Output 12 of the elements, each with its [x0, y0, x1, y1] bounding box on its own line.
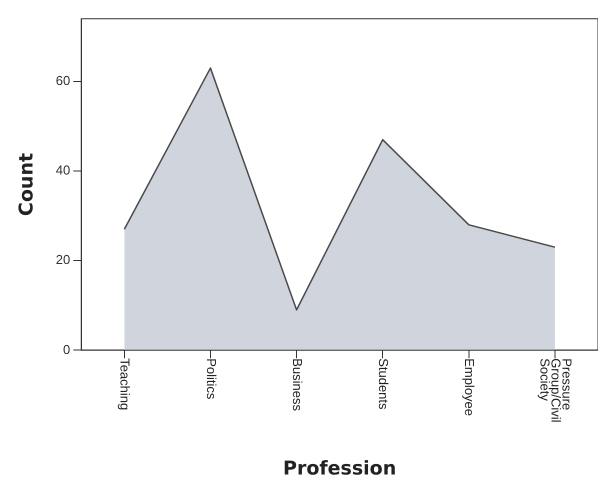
x-tick-label: Politics — [204, 358, 219, 400]
y-tick-label: 20 — [56, 252, 70, 268]
x-tick-label: Students — [376, 358, 392, 410]
x-tick-label: Pressure Group/Civil Society — [537, 358, 574, 423]
y-axis-title: Count — [15, 152, 38, 216]
y-tick-label: 60 — [56, 73, 70, 88]
y-tick-label: 40 — [56, 162, 70, 178]
y-tick-label: 0 — [63, 342, 70, 357]
x-axis-title: Profession — [283, 458, 396, 480]
x-tick-label: Business — [290, 358, 305, 412]
x-tick-label: Teaching — [118, 358, 133, 410]
x-tick-label: Employee — [462, 358, 478, 416]
